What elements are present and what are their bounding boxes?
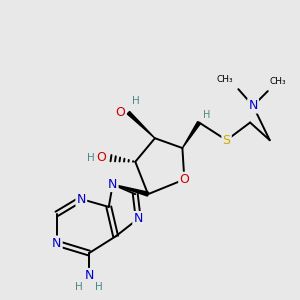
Text: N: N [134, 212, 143, 225]
Polygon shape [182, 122, 200, 148]
Text: H: H [132, 96, 140, 106]
Text: H: H [95, 282, 103, 292]
Text: CH₃: CH₃ [270, 77, 286, 86]
Text: H: H [76, 282, 83, 292]
Text: N: N [85, 269, 94, 282]
Text: H: H [203, 110, 211, 120]
Polygon shape [113, 184, 148, 196]
Text: O: O [116, 106, 125, 119]
Text: N: N [76, 193, 86, 206]
Text: N: N [248, 99, 258, 112]
Text: CH₃: CH₃ [217, 75, 233, 84]
Text: O: O [96, 152, 106, 164]
Text: O: O [179, 173, 189, 186]
Text: H: H [87, 153, 95, 163]
Text: N: N [52, 237, 62, 250]
Polygon shape [127, 112, 155, 138]
Text: N: N [108, 178, 117, 191]
Text: S: S [223, 134, 231, 147]
